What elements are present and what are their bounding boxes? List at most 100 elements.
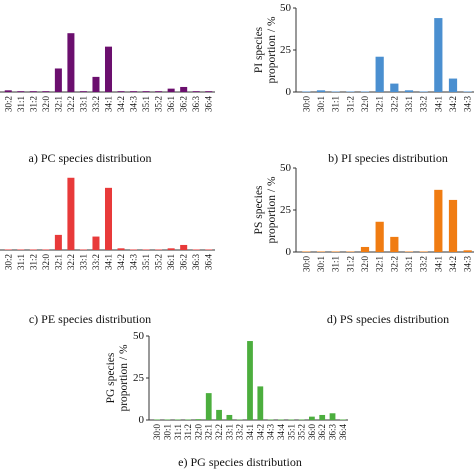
x-tick-label: 35:2: [154, 96, 164, 112]
bar: [331, 91, 340, 92]
x-tick-label: 36:3: [191, 96, 201, 113]
bar: [174, 419, 181, 420]
bar: [79, 91, 87, 92]
bar: [360, 246, 370, 252]
x-tick-label: 31:2: [28, 96, 38, 112]
x-tick-label: 32:1: [53, 254, 63, 270]
bar: [339, 419, 346, 420]
x-tick-label: 36:4: [204, 254, 214, 271]
bar: [390, 236, 399, 252]
bar: [17, 91, 25, 92]
bar: [257, 386, 264, 420]
bar: [117, 248, 125, 250]
x-tick-label: 31:2: [183, 424, 193, 440]
bar: [167, 88, 175, 92]
bar: [404, 90, 414, 92]
x-tick-label: 32:2: [389, 96, 399, 112]
x-tick-label: 32:0: [41, 254, 51, 271]
bar: [180, 86, 188, 92]
bar: [404, 251, 414, 252]
bar: [79, 249, 87, 250]
x-tick-label: 30:2: [3, 254, 13, 270]
bar: [180, 244, 188, 250]
bar: [316, 90, 326, 92]
bar: [142, 249, 150, 250]
bar: [67, 33, 75, 92]
bar: [192, 91, 200, 92]
bar: [463, 250, 472, 252]
chart-title: e) PG species distribution: [178, 455, 302, 469]
bar: [4, 249, 12, 250]
x-tick-label: 36:2: [317, 424, 327, 440]
chart-title: c) PE species distribution: [29, 312, 151, 326]
bar: [17, 249, 25, 250]
y-tick-label: 50: [280, 2, 292, 14]
bar: [29, 249, 37, 250]
bar: [288, 419, 295, 420]
x-tick-label: 34:1: [104, 254, 114, 270]
y-tick-label: 25: [133, 372, 145, 384]
bar: [205, 393, 212, 420]
bar: [463, 91, 472, 92]
x-tick-label: 33:1: [78, 254, 88, 270]
bar: [434, 189, 443, 252]
y-tick-label: 0: [286, 246, 292, 258]
bar: [155, 91, 163, 92]
bar: [54, 234, 62, 250]
x-tick-label: 35:1: [141, 254, 151, 270]
x-tick-label: 32:0: [41, 96, 51, 113]
x-tick-label: 30:1: [316, 96, 326, 112]
x-tick-label: 36:1: [166, 96, 176, 112]
x-tick-label: 30:0: [152, 424, 162, 441]
x-tick-label: 33:2: [419, 96, 429, 112]
y-tick-label: 25: [280, 204, 292, 216]
bar: [205, 249, 213, 250]
bar: [104, 187, 113, 250]
x-tick-label: 32:2: [66, 96, 76, 112]
bar: [42, 249, 50, 250]
x-tick-label: 33:1: [78, 96, 88, 112]
y-tick-label: 50: [280, 162, 292, 174]
x-tick-label: 32:2: [66, 254, 76, 270]
bar: [448, 78, 458, 92]
x-tick-label: 31:2: [28, 254, 38, 270]
bar: [434, 18, 443, 92]
x-tick-label: 34:2: [448, 256, 458, 272]
x-tick-label: 32:2: [214, 424, 224, 440]
bar: [92, 76, 100, 92]
x-tick-label: 36:1: [166, 254, 176, 270]
y-tick-label: 0: [286, 86, 292, 98]
x-tick-label: 32:1: [375, 96, 385, 112]
x-tick-label: 34:3: [463, 96, 473, 113]
x-tick-label: 32:0: [360, 96, 370, 113]
x-tick-label: 32:1: [204, 424, 214, 440]
bar: [117, 91, 125, 92]
x-tick-label: 31:1: [16, 254, 26, 270]
x-tick-label: 30:1: [316, 256, 326, 272]
x-tick-label: 36:2: [179, 96, 189, 112]
y-tick-label: 50: [133, 330, 145, 342]
x-tick-label: 34:2: [116, 96, 126, 112]
bar: [346, 91, 355, 92]
bar: [419, 251, 428, 252]
bar: [42, 91, 50, 92]
x-tick-label: 32:1: [53, 96, 63, 112]
bar: [236, 419, 243, 420]
bar: [302, 91, 311, 92]
bar: [346, 251, 355, 252]
x-tick-label: 34:2: [116, 254, 126, 270]
x-tick-label: 35:1: [141, 96, 151, 112]
x-tick-label: 33:2: [91, 254, 101, 270]
x-tick-label: 33:2: [91, 96, 101, 112]
x-tick-label: 30:1: [162, 424, 172, 440]
x-tick-label: 32:2: [389, 256, 399, 272]
x-tick-label: 34:1: [433, 96, 443, 112]
x-tick-label: 34:1: [104, 96, 114, 112]
bar: [329, 413, 336, 420]
y-axis-label: PG species: [105, 352, 117, 403]
x-tick-label: 33:1: [404, 256, 414, 272]
bar: [375, 221, 384, 252]
x-tick-label: 35:1: [286, 424, 296, 440]
x-tick-label: 34:4: [276, 424, 286, 441]
y-axis-label: proportion / %: [118, 344, 130, 411]
